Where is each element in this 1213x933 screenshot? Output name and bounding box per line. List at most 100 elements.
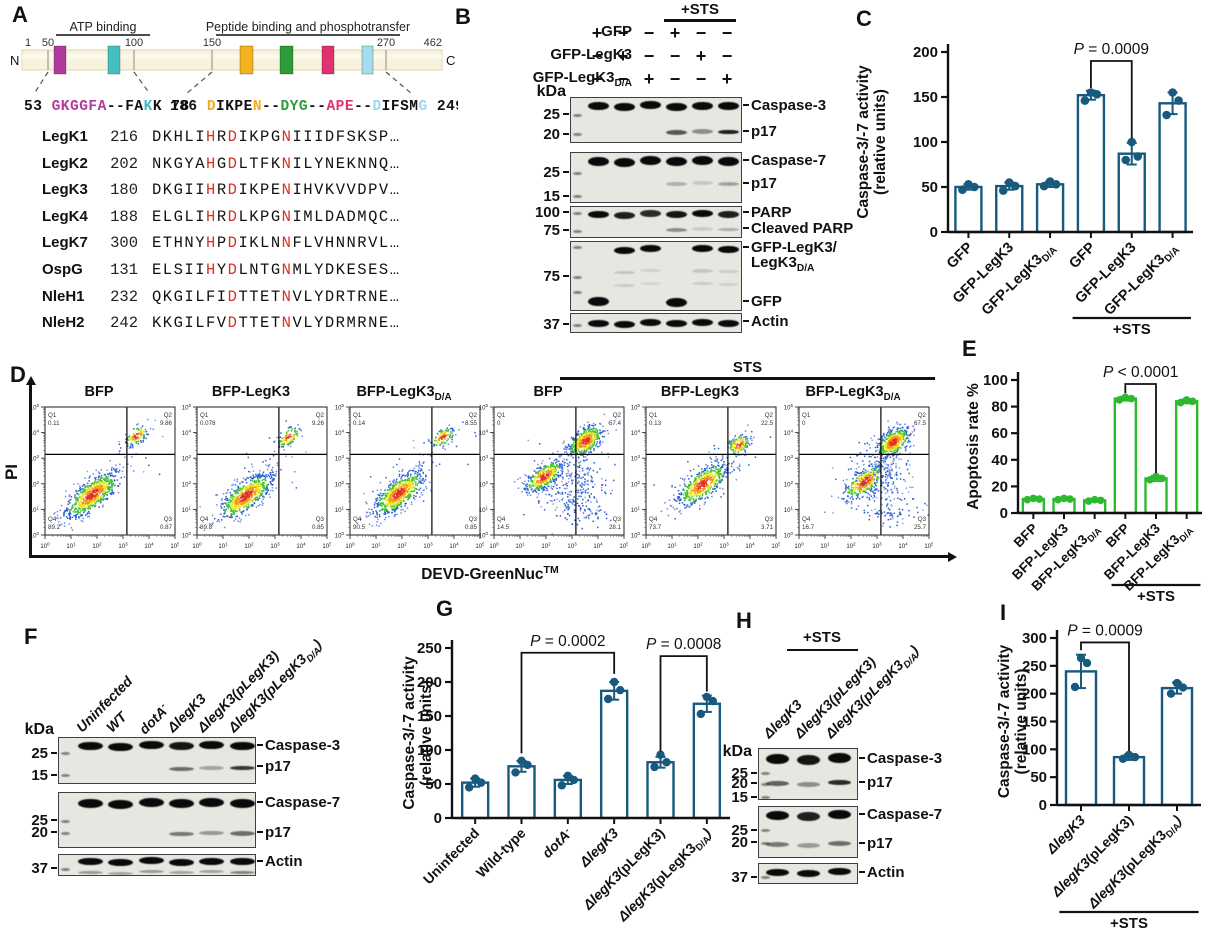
- marker-tick: [751, 841, 757, 844]
- svg-text:150: 150: [417, 708, 442, 725]
- sts-header-d: STS: [732, 359, 763, 376]
- svg-text:0.14: 0.14: [353, 420, 366, 427]
- svg-text:Peptide binding and phosphotra: Peptide binding and phosphotransfer: [206, 20, 410, 34]
- protein-band: [613, 211, 635, 219]
- blot-target-label: LegK3D/A: [751, 254, 815, 274]
- protein-band: [198, 765, 224, 770]
- svg-text:101: 101: [218, 542, 228, 551]
- svg-text:150: 150: [1022, 714, 1047, 731]
- alignment-protein-name: LegK4: [42, 207, 88, 225]
- alignment-row: NleH1 232 QKGILFIDTTETNVLYDRTRNE…: [42, 288, 400, 306]
- marker-tick: [51, 773, 57, 776]
- protein-band: [639, 155, 661, 165]
- svg-text:104: 104: [745, 542, 755, 551]
- protein-band: [691, 245, 713, 252]
- label-tick: [257, 860, 263, 863]
- molecular-weight-marker: 25: [31, 812, 48, 829]
- svg-text:Q1: Q1: [48, 412, 57, 419]
- alignment-start-position: 232: [110, 287, 138, 306]
- svg-text:Q3: Q3: [469, 516, 478, 523]
- ladder-band: [61, 867, 70, 871]
- svg-text:89.2: 89.2: [48, 524, 61, 531]
- protein-band: [717, 319, 739, 327]
- svg-text:+STS: +STS: [1137, 588, 1175, 605]
- protein-band: [77, 798, 103, 808]
- svg-text:Q3: Q3: [316, 516, 325, 523]
- panel-label-a: A: [12, 2, 28, 27]
- protein-band: [168, 831, 194, 837]
- protein-band: [665, 297, 687, 307]
- blot-target-label: Actin: [867, 863, 905, 881]
- protein-band: [587, 156, 609, 166]
- molecular-weight-marker: 37: [31, 860, 48, 878]
- protein-band: [107, 859, 133, 867]
- svg-text:GFP: GFP: [1066, 239, 1099, 272]
- protein-band: [796, 781, 820, 787]
- svg-text:Q2: Q2: [613, 412, 622, 419]
- molecular-weight-marker: 20: [31, 824, 48, 842]
- svg-text:102: 102: [335, 480, 345, 489]
- alignment-row: LegK2 202 NKGYAHGDLTFKNILYNEKNNQ…: [42, 155, 401, 173]
- protein-band: [796, 870, 820, 878]
- svg-text:N: N: [10, 53, 19, 68]
- flow-cytometry-plot: 100 100 101 101 102 102 103 103 104 104 105 105 Q1 0.…: [324, 403, 485, 560]
- protein-band: [639, 268, 661, 273]
- flow-plot-title: BFP-LegK3: [660, 384, 740, 400]
- protein-band: [717, 156, 739, 166]
- protein-band: [198, 741, 224, 750]
- protein-band: [717, 210, 739, 218]
- svg-text:GFP: GFP: [944, 239, 977, 272]
- label-tick: [743, 130, 749, 133]
- alignment-protein-name: LegK1: [42, 128, 88, 145]
- blot-target-label: p17: [265, 758, 291, 776]
- protein-band: [639, 318, 661, 326]
- ladder-band: [573, 323, 582, 327]
- svg-text:100: 100: [417, 742, 442, 759]
- svg-text:100: 100: [335, 531, 345, 540]
- svg-text:GFP-LegK3D/A: GFP-LegK3D/A: [1101, 240, 1182, 321]
- marker-tick: [751, 875, 757, 878]
- alignment-protein-name: LegK7: [42, 234, 88, 252]
- lane-label: Uninfected: [72, 672, 136, 736]
- svg-text:ΔlegK3(pLegK3): ΔlegK3(pLegK3): [579, 825, 668, 914]
- condition-symbol: +: [695, 46, 707, 66]
- kda-label-b: kDa: [536, 83, 566, 100]
- svg-text:(relative units): (relative units): [1013, 669, 1030, 775]
- protein-band: [107, 871, 133, 875]
- svg-text:Q3: Q3: [164, 516, 173, 523]
- blot-target-label: Caspase-3: [867, 750, 943, 768]
- svg-text:P = 0.0002: P = 0.0002: [530, 633, 605, 650]
- svg-text:50: 50: [1030, 769, 1047, 786]
- svg-text:186 DIKPEN--DYG--APE--DIFSMG 2: 186 DIKPEN--DYG--APE--DIFSMG 249: [170, 99, 458, 115]
- svg-text:0: 0: [1039, 797, 1047, 814]
- svg-text:9.26: 9.26: [312, 420, 325, 427]
- svg-text:105: 105: [479, 404, 489, 412]
- pi-axis-arrow: [26, 376, 36, 385]
- svg-text:102: 102: [182, 480, 192, 489]
- blot-target-label: Caspase-3: [265, 736, 341, 754]
- blot-target-label: PARP: [751, 203, 792, 221]
- marker-tick: [563, 229, 569, 231]
- blot-target-label: p17: [265, 824, 291, 842]
- svg-text:105: 105: [619, 542, 628, 551]
- svg-text:90.5: 90.5: [353, 524, 366, 531]
- marker-tick: [563, 194, 569, 197]
- svg-text:105: 105: [475, 542, 484, 551]
- protein-band: [613, 246, 635, 254]
- svg-text:Q4: Q4: [48, 516, 57, 523]
- protein-band: [168, 766, 194, 771]
- label-tick: [859, 813, 865, 816]
- protein-band: [665, 182, 687, 187]
- protein-band: [138, 740, 164, 749]
- svg-text:100: 100: [913, 134, 938, 151]
- svg-text:Apoptosis rate %: Apoptosis rate %: [965, 383, 982, 510]
- protein-band: [587, 210, 609, 218]
- svg-text:ΔlegK3(pLegK3): ΔlegK3(pLegK3): [1048, 812, 1137, 901]
- svg-text:104: 104: [593, 542, 603, 551]
- svg-text:103: 103: [30, 454, 40, 463]
- svg-text:1: 1: [25, 37, 31, 49]
- svg-text:101: 101: [335, 505, 345, 514]
- protein-band: [717, 282, 739, 286]
- molecular-weight-marker: 25: [31, 744, 48, 762]
